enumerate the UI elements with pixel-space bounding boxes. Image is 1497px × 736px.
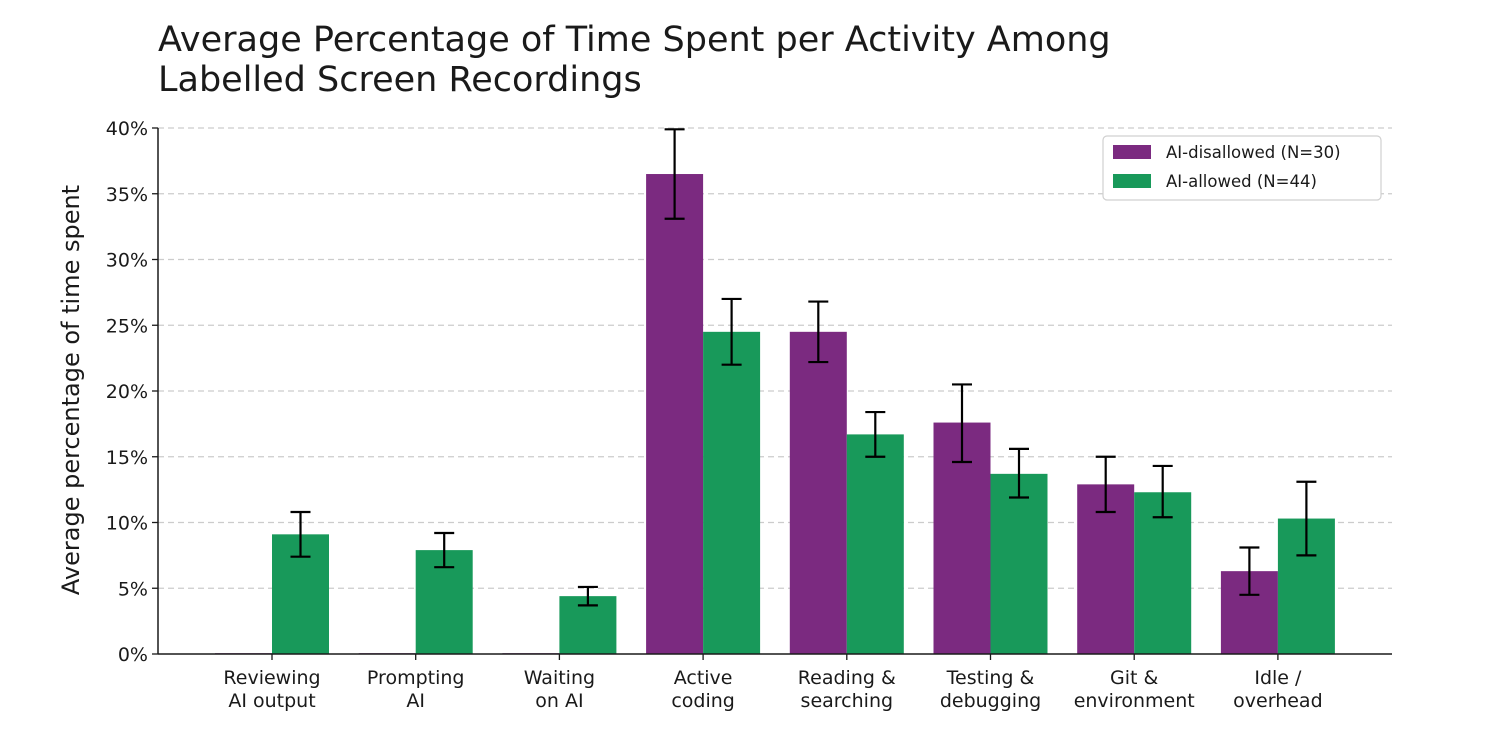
bar [846, 434, 904, 654]
x-tick-label: Prompting AI [367, 667, 465, 712]
y-tick-label: 30% [106, 250, 148, 272]
error-bars [290, 128, 1317, 607]
bar [990, 473, 1048, 654]
y-tick-label: 35% [106, 184, 148, 206]
x-tick-label: Idle / overhead [1233, 667, 1322, 712]
x-tick-label: Reading & searching [798, 667, 896, 712]
bar [789, 331, 847, 654]
y-tick-label: 15% [106, 447, 148, 469]
bar [646, 174, 704, 654]
y-tick-label: 5% [118, 578, 148, 600]
y-tick-label: 20% [106, 381, 148, 403]
legend-swatch [1113, 174, 1151, 188]
x-tick-label: Active coding [671, 667, 735, 712]
x-tick-label: Waiting on AI [524, 667, 595, 712]
legend-label: AI-disallowed (N=30) [1166, 143, 1341, 162]
bar [703, 331, 761, 654]
chart-title: Average Percentage of Time Spent per Act… [158, 20, 1358, 100]
y-axis-ticks: 0% 5% 10% 15% 20% 25% 30% 35% 40% [106, 118, 158, 666]
chart-title-line-2: Labelled Screen Recordings [158, 60, 642, 100]
x-axis-ticks: Reviewing AI output Prompting AI Waiting on A… [223, 654, 1323, 712]
x-tick-label: Testing & debugging [940, 667, 1041, 712]
x-tick-label: Reviewing AI output [223, 667, 320, 712]
y-tick-label: 0% [118, 644, 148, 666]
bar [1134, 492, 1192, 654]
x-tick-label: Git & environment [1074, 667, 1195, 712]
legend-label: AI-allowed (N=44) [1166, 172, 1317, 191]
y-tick-label: 10% [106, 513, 148, 535]
legend: AI-disallowed (N=30) AI-allowed (N=44) [1102, 135, 1382, 201]
bars [215, 174, 1335, 654]
chart-title-line-1: Average Percentage of Time Spent per Act… [158, 20, 1111, 60]
legend-swatch [1113, 145, 1151, 159]
y-axis-title: Average percentage of time spent [57, 185, 85, 595]
legend-box [1102, 135, 1382, 201]
gridlines [158, 127, 1392, 589]
y-tick-label: 40% [106, 118, 148, 140]
y-tick-label: 25% [106, 315, 148, 337]
